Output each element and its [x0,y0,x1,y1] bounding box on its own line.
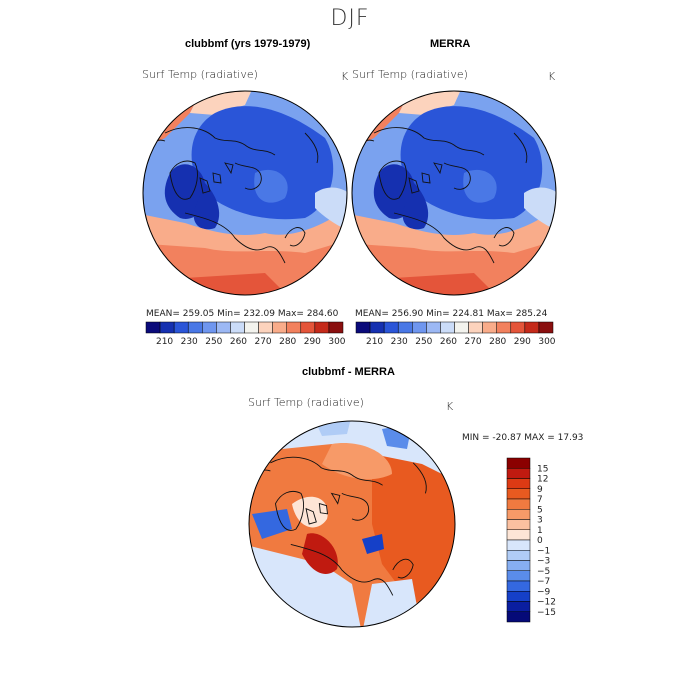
colorbar-2-swatch [426,321,441,334]
colorbar-1-swatch [145,321,161,334]
colorbar-2-swatch [355,321,371,334]
colorbar-2-swatch [538,321,554,334]
colorbar-1-tick-label: 230 [181,337,198,347]
colorbar-3-swatch [506,478,531,489]
colorbar-3-swatch [506,611,531,623]
map-panel-2 [351,90,557,296]
colorbar-3-tick-label: −15 [537,608,556,618]
season-title: DJF [330,6,370,31]
colorbar-1-tick-label: 280 [279,337,296,347]
colorbar-2-swatch [383,321,399,334]
colorbar-1-swatch [328,321,344,334]
colorbar-2-swatch [369,321,385,334]
panel-3-title: clubbmf - MERRA [302,366,395,378]
colorbar-2-swatch [524,321,540,334]
map-panel-3 [248,420,456,628]
colorbar-2-tick-label: 290 [514,337,531,347]
panel-1-title: clubbmf (yrs 1979-1979) [185,38,311,50]
colorbar-3-swatch [506,591,531,602]
colorbar-panel-2: 210 230 250 260 270 280 290 300 [355,321,556,347]
colorbar-3-swatch [506,468,531,479]
colorbar-3-swatch [506,601,531,612]
colorbar-2-swatch [412,321,427,334]
colorbar-3-tick-label: 15 [537,464,548,474]
colorbar-3-tick-label: −5 [537,567,550,577]
colorbar-1-swatch [286,321,302,334]
colorbar-3-tick-label: −3 [537,557,550,567]
colorbar-3-tick-label: 9 [537,485,543,495]
panel-1-variable: Surf Temp (radiative) [142,68,258,81]
colorbar-3-swatch [506,560,531,571]
colorbar-1-swatch [159,321,175,334]
panel-3-stats: MIN = -20.87 MAX = 17.93 [462,433,584,443]
colorbar-3-swatch [506,539,531,551]
colorbar-1-tick-label: 300 [328,337,345,347]
panel-3-units: K [446,400,454,413]
colorbar-3-swatch [506,457,531,469]
colorbar-1-swatch [314,321,330,334]
colorbar-1-tick-label: 260 [230,337,247,347]
colorbar-2-swatch [454,321,469,334]
colorbar-1-swatch [202,321,217,334]
colorbar-1-tick-label: 290 [304,337,321,347]
colorbar-2-swatch [468,321,483,334]
colorbar-panel-1: 210 230 250 260 270 280 290 300 [145,321,346,347]
colorbar-3-tick-label: 12 [537,475,548,485]
colorbar-3-swatch [506,509,531,520]
colorbar-3-tick-label: 5 [537,505,543,515]
colorbar-1-swatch [244,321,259,334]
panel-2-stats: MEAN= 256.90 Min= 224.81 Max= 285.24 [355,309,548,319]
colorbar-3-tick-label: −1 [537,546,550,556]
map-panel-1 [142,90,348,296]
colorbar-2-tick-label: 230 [391,337,408,347]
colorbar-2-tick-label: 300 [538,337,555,347]
colorbar-2-swatch [482,321,497,334]
colorbar-3-tick-label: −9 [537,587,551,597]
colorbar-1-swatch [216,321,231,334]
colorbar-2-tick-label: 210 [366,337,383,347]
colorbar-3-tick-label: 7 [537,495,543,505]
panel-1-units: K [341,70,349,83]
colorbar-2-swatch [510,321,526,334]
colorbar-1-swatch [173,321,189,334]
colorbar-3-tick-label: −7 [537,577,550,587]
panel-2-variable: Surf Temp (radiative) [352,68,468,81]
panel-3-variable: Surf Temp (radiative) [248,396,364,409]
colorbar-1-tick-label: 250 [205,337,222,347]
panel-1-stats: MEAN= 259.05 Min= 232.09 Max= 284.60 [146,309,339,319]
colorbar-2-tick-label: 270 [464,337,481,347]
colorbar-3-tick-label: 1 [537,526,543,536]
colorbar-2-tick-label: 280 [489,337,506,347]
colorbar-1-swatch [258,321,273,334]
colorbar-1-swatch [230,321,245,334]
colorbar-3-tick-label: 0 [537,536,543,546]
colorbar-3-swatch [506,529,531,541]
colorbar-3-swatch [506,580,531,592]
colorbar-2-swatch [496,321,512,334]
colorbar-3-tick-label: −12 [537,598,556,608]
colorbar-3-swatch [506,488,531,500]
colorbar-3-swatch [506,570,531,582]
colorbar-3-swatch [506,519,531,530]
colorbar-2-tick-label: 260 [440,337,457,347]
panel-2-title: MERRA [430,38,471,50]
colorbar-2-tick-label: 250 [415,337,432,347]
colorbar-1-tick-label: 270 [254,337,271,347]
colorbar-3-swatch [506,498,531,510]
colorbar-2-swatch [440,321,455,334]
colorbar-1-swatch [272,321,287,334]
colorbar-3-swatch [506,550,531,561]
colorbar-2-swatch [397,321,413,334]
panel-2-units: K [548,70,556,83]
colorbar-1-tick-label: 210 [156,337,173,347]
colorbar-1-swatch [300,321,316,334]
colorbar-3-tick-label: 3 [537,516,543,526]
colorbar-1-swatch [187,321,203,334]
